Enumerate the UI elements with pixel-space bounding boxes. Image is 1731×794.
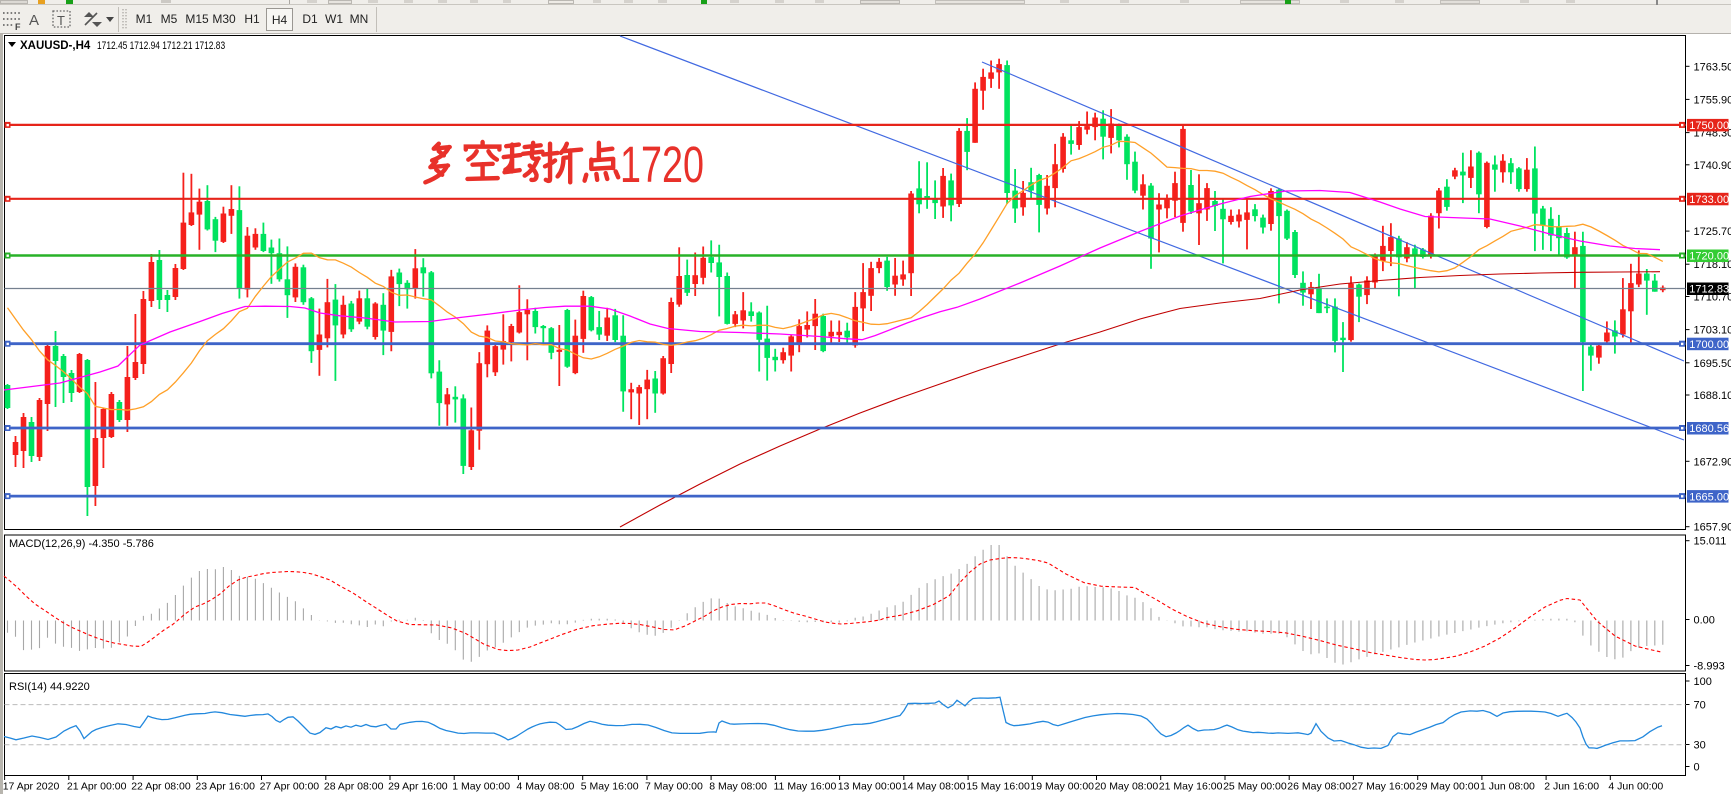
svg-text:1740.90: 1740.90: [1694, 160, 1731, 172]
svg-text:1 Jun 08:00: 1 Jun 08:00: [1480, 781, 1535, 793]
svg-text:21 Apr 00:00: 21 Apr 00:00: [67, 781, 127, 793]
svg-text:13 May 00:00: 13 May 00:00: [838, 781, 902, 793]
svg-text:1712.83: 1712.83: [1689, 284, 1729, 296]
svg-text:29 May 00:00: 29 May 00:00: [1416, 781, 1480, 793]
svg-text:2 Jun 16:00: 2 Jun 16:00: [1544, 781, 1599, 793]
svg-text:1755.90: 1755.90: [1694, 94, 1731, 106]
svg-text:5 May 16:00: 5 May 16:00: [581, 781, 639, 793]
svg-text:1 May 00:00: 1 May 00:00: [452, 781, 510, 793]
svg-text:T: T: [57, 13, 65, 28]
svg-text:11 May 16:00: 11 May 16:00: [774, 781, 837, 793]
svg-text:70: 70: [1694, 700, 1706, 712]
svg-text:1720.00: 1720.00: [1689, 251, 1729, 263]
svg-text:1665.00: 1665.00: [1689, 491, 1729, 503]
svg-text:4 May 08:00: 4 May 08:00: [517, 781, 575, 793]
svg-text:1750.00: 1750.00: [1689, 120, 1729, 132]
svg-text:A: A: [29, 12, 39, 29]
svg-text:XAUUSD-,H4: XAUUSD-,H4: [20, 40, 91, 52]
svg-text:27 Apr 00:00: 27 Apr 00:00: [260, 781, 320, 793]
svg-text:0: 0: [1694, 762, 1700, 774]
svg-text:1657.90: 1657.90: [1694, 522, 1731, 534]
svg-text:1688.10: 1688.10: [1694, 390, 1731, 402]
svg-text:1700.00: 1700.00: [1689, 339, 1729, 351]
svg-text:25 May 00:00: 25 May 00:00: [1223, 781, 1287, 793]
svg-text:30: 30: [1694, 740, 1706, 752]
svg-text:100: 100: [1694, 676, 1712, 688]
svg-text:1680.56: 1680.56: [1689, 423, 1729, 435]
svg-text:14 May 08:00: 14 May 08:00: [902, 781, 966, 793]
svg-text:1725.70: 1725.70: [1694, 226, 1731, 238]
svg-text:F: F: [15, 22, 21, 32]
svg-text:4 Jun 00:00: 4 Jun 00:00: [1608, 781, 1663, 793]
svg-text:15.011: 15.011: [1694, 536, 1727, 548]
svg-text:1718.10: 1718.10: [1694, 259, 1731, 271]
svg-text:15 May 16:00: 15 May 16:00: [966, 781, 1030, 793]
svg-text:1712.45 1712.94 1712.21 1712.8: 1712.45 1712.94 1712.21 1712.83: [97, 40, 225, 53]
svg-text:MACD(12,26,9) -4.350 -5.786: MACD(12,26,9) -4.350 -5.786: [9, 538, 154, 550]
svg-text:7 May 00:00: 7 May 00:00: [645, 781, 703, 793]
svg-text:22 Apr 08:00: 22 Apr 08:00: [131, 781, 191, 793]
svg-text:21 May 16:00: 21 May 16:00: [1159, 781, 1223, 793]
svg-text:8 May 08:00: 8 May 08:00: [709, 781, 767, 793]
svg-text:17 Apr 2020: 17 Apr 2020: [3, 781, 60, 793]
svg-text:1695.50: 1695.50: [1694, 358, 1731, 370]
svg-text:28 Apr 08:00: 28 Apr 08:00: [324, 781, 384, 793]
svg-text:-8.993: -8.993: [1694, 661, 1725, 673]
svg-text:1720: 1720: [620, 135, 704, 193]
svg-text:1703.10: 1703.10: [1694, 325, 1731, 337]
svg-text:29 Apr 16:00: 29 Apr 16:00: [388, 781, 448, 793]
svg-text:27 May 16:00: 27 May 16:00: [1352, 781, 1416, 793]
svg-text:19 May 00:00: 19 May 00:00: [1030, 781, 1094, 793]
svg-text:26 May 08:00: 26 May 08:00: [1287, 781, 1351, 793]
svg-text:1733.00: 1733.00: [1689, 194, 1729, 206]
svg-text:20 May 08:00: 20 May 08:00: [1095, 781, 1159, 793]
svg-text:0.00: 0.00: [1694, 615, 1715, 627]
svg-text:1672.90: 1672.90: [1694, 456, 1731, 468]
svg-text:RSI(14) 44.9220: RSI(14) 44.9220: [9, 681, 90, 693]
svg-text:1763.50: 1763.50: [1694, 61, 1731, 73]
svg-text:23 Apr 16:00: 23 Apr 16:00: [195, 781, 255, 793]
